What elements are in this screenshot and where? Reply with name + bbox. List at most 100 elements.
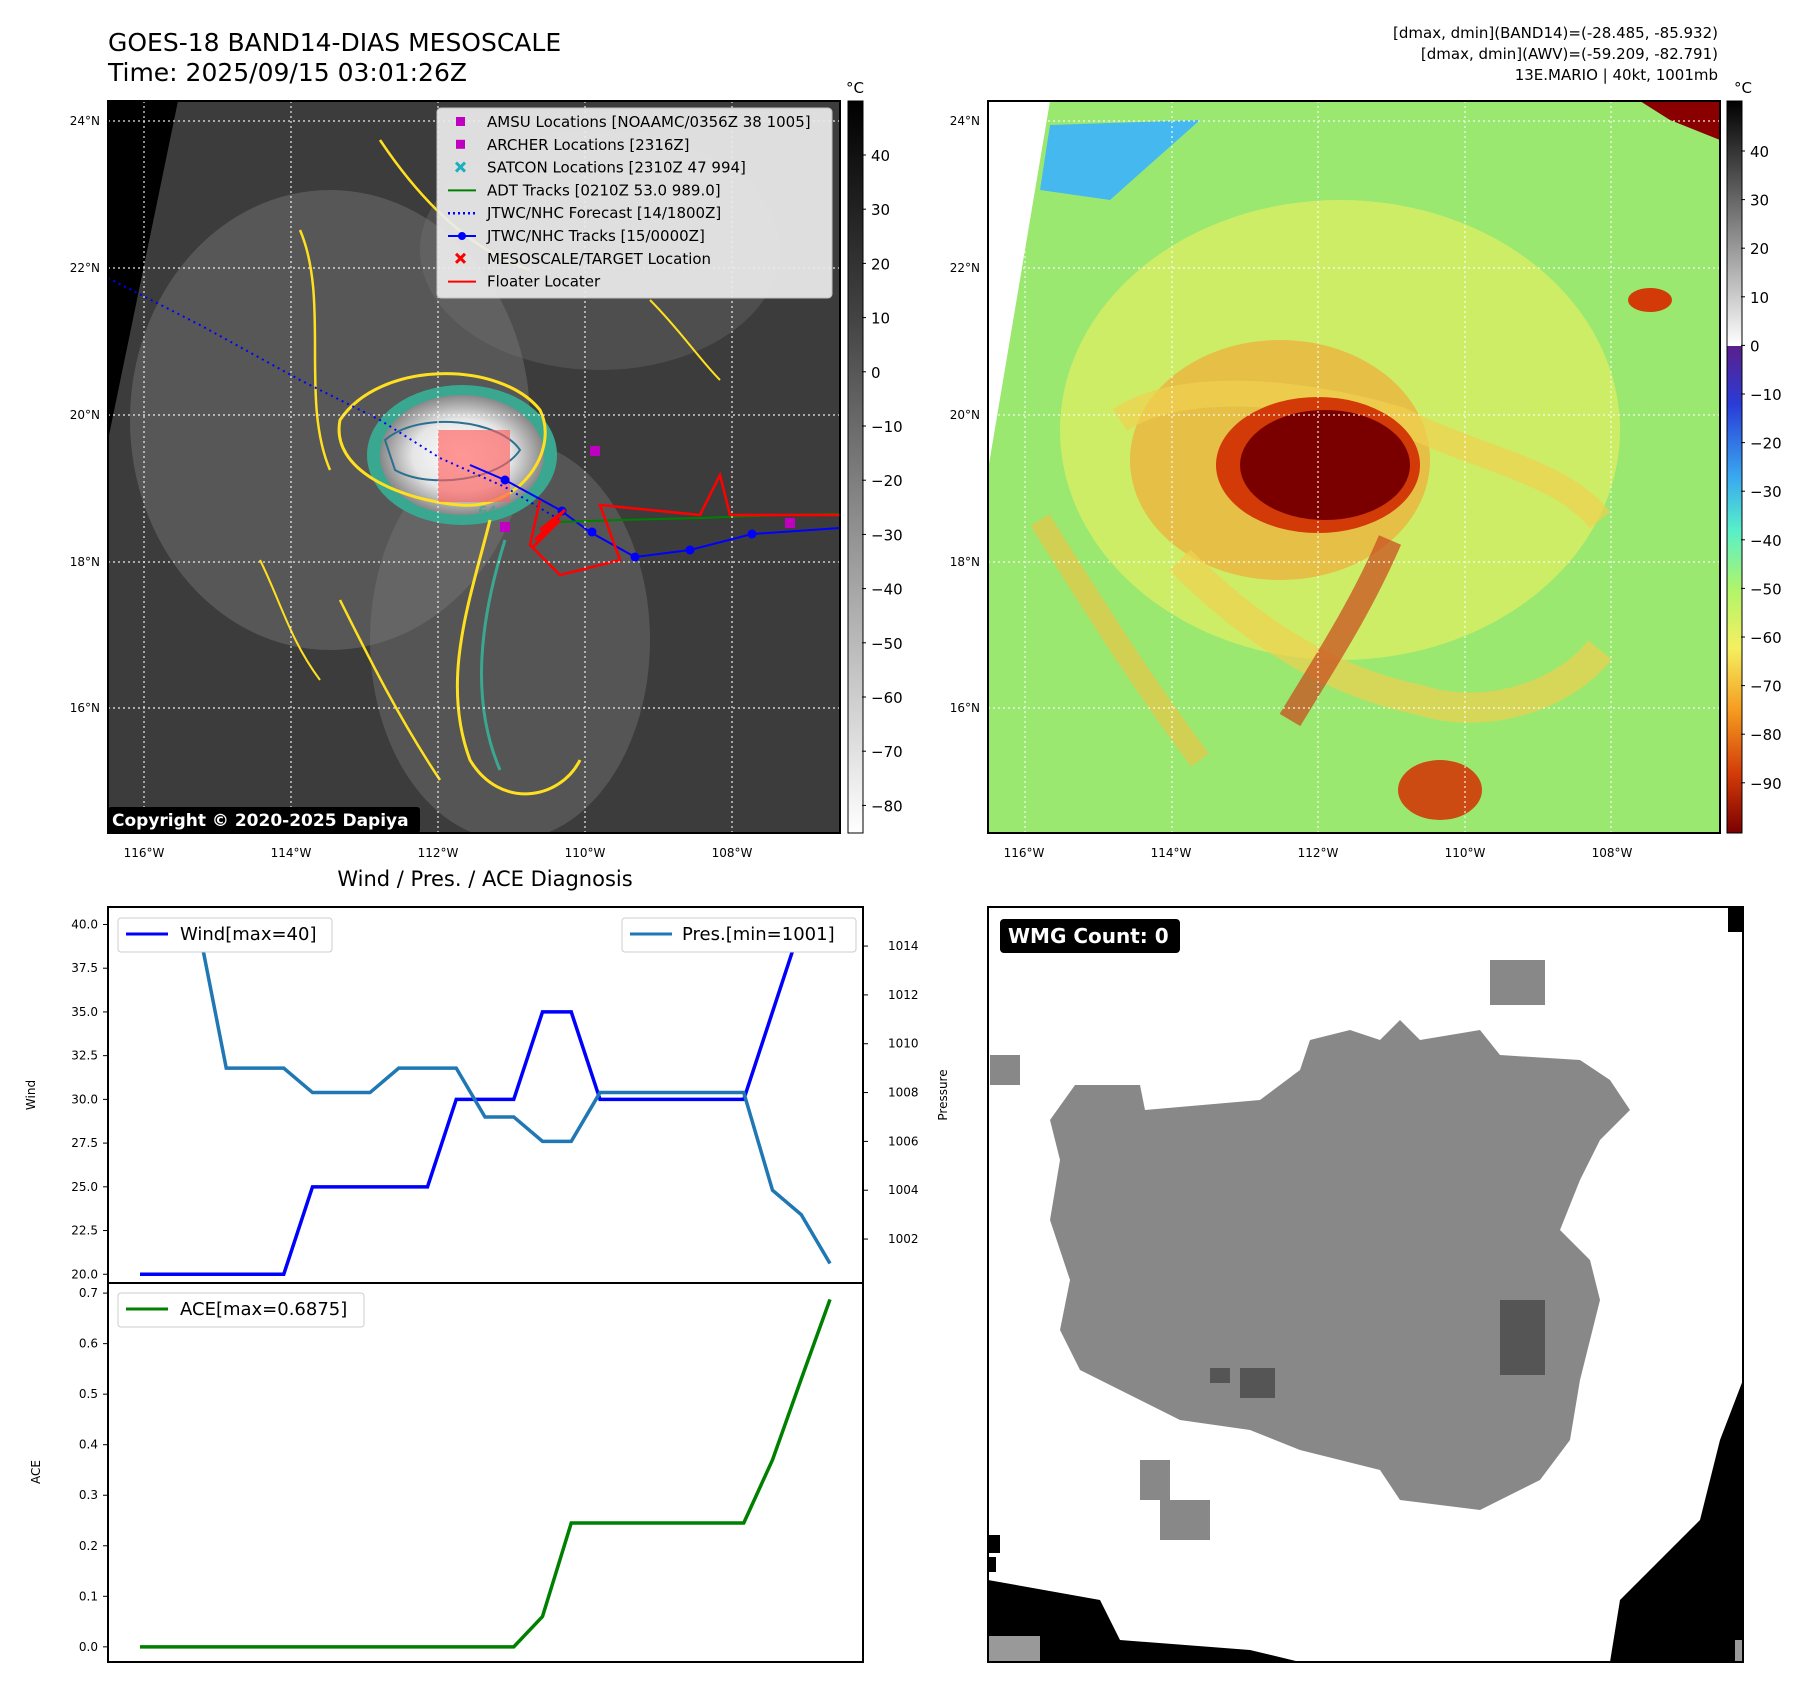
stat-band14: [dmax, dmin](BAND14)=(-28.485, -85.932): [1393, 24, 1718, 42]
wind-legend: Wind[max=40]: [180, 924, 317, 945]
wind-ytick-label: 40.0: [71, 917, 98, 931]
wind-ytick-label: 37.5: [71, 961, 98, 975]
pressure-ytick-label: 1006: [888, 1134, 919, 1148]
colorbar-left-label: −50: [871, 635, 903, 653]
colorbar-right-label: −20: [1750, 435, 1782, 453]
awv-map-panel: [988, 101, 1720, 833]
map-right-lon-label: 110°W: [1445, 846, 1486, 860]
legend-marker-square: [456, 117, 465, 126]
ace-ytick-label: 0.1: [79, 1589, 98, 1603]
colorbar-left-label: −70: [871, 743, 903, 761]
legend-label: AMSU Locations [NOAAMC/0356Z 38 1005]: [487, 113, 811, 131]
legend-marker-dot: [458, 232, 466, 240]
ace-ytick-label: 0.3: [79, 1488, 98, 1502]
colorbar-left-label: −10: [871, 418, 903, 436]
colorbar-left-label: 20: [871, 255, 890, 273]
wind-ytick-label: 25.0: [71, 1180, 98, 1194]
map-right-lat-label: 18°N: [950, 555, 980, 569]
map-right-lat-label: 22°N: [950, 261, 980, 275]
map-right-lat-label: 20°N: [950, 408, 980, 422]
colorbar-right-label: −70: [1750, 678, 1782, 696]
colorbar-left: °C 40 30 20 10 0 −10 −20 −30 −40 −50 −60 −70 −80: [846, 79, 903, 834]
map-right-lon-label: 114°W: [1151, 846, 1192, 860]
ace-ytick-label: 0.5: [79, 1387, 98, 1401]
wmg-count-text: WMG Count: 0: [1008, 924, 1169, 948]
colorbar-right-label: −30: [1750, 483, 1782, 501]
diagnosis-title: Wind / Pres. / ACE Diagnosis: [337, 867, 632, 891]
jtwc-track: [469, 464, 840, 559]
ace-line: [140, 1298, 832, 1649]
map-title: GOES-18 BAND14-DIAS MESOSCALE: [108, 28, 561, 57]
map-legend: AMSU Locations [NOAAMC/0356Z 38 1005] ARC…: [436, 107, 833, 299]
pressure-ytick-label: 1002: [888, 1232, 919, 1246]
contour-label: 64: [478, 503, 497, 521]
map-left-lat-label: 18°N: [70, 555, 100, 569]
map-right-lon-label: 116°W: [1004, 846, 1045, 860]
colorbar-left-label: 0: [871, 364, 881, 382]
legend-marker-square: [456, 139, 465, 149]
map-left-lat-label: 24°N: [70, 114, 100, 128]
wind-line: [140, 923, 803, 1277]
storm-info: 13E.MARIO | 40kt, 1001mb: [1515, 66, 1718, 84]
wmg-count-badge: [1000, 919, 1180, 953]
pressure-ytick-label: 1014: [888, 939, 919, 953]
colorbar-right-label: 0: [1750, 337, 1760, 355]
pressure-axis-label: Pressure: [936, 1069, 950, 1120]
ace-ytick-label: 0.4: [79, 1438, 98, 1452]
colorbar-right: °C 40 30 20 10 0 −10 −20 −30 −40 −50 −60 −70 −80 −90: [1726, 79, 1782, 834]
colorbar-right-label: −90: [1750, 775, 1782, 793]
map-left-lon-label: 114°W: [271, 846, 312, 860]
pressure-ytick-label: 1012: [888, 988, 919, 1002]
wind-ytick-label: 30.0: [71, 1092, 98, 1106]
colorbar-left-unit: °C: [846, 79, 864, 97]
pressure-line: [140, 919, 832, 1265]
map-left-lat-label: 20°N: [70, 408, 100, 422]
wind-axis-label: Wind: [24, 1080, 38, 1110]
map-time: Time: 2025/09/15 03:01:26Z: [107, 58, 467, 87]
colorbar-right-label: 40: [1750, 143, 1769, 161]
colorbar-right-unit: °C: [1734, 79, 1752, 97]
colorbar-right-label: 20: [1750, 240, 1769, 258]
ace-ytick-label: 0.0: [79, 1640, 98, 1654]
floater-locater: [528, 471, 840, 577]
ace-axis-label: ACE: [29, 1460, 43, 1484]
colorbar-left-label: 10: [871, 310, 890, 328]
pressure-legend: Pres.[min=1001]: [682, 924, 835, 945]
colorbar-left-label: 30: [871, 201, 890, 219]
legend-label: JTWC/NHC Forecast [14/1800Z]: [486, 204, 721, 222]
wind-ytick-label: 22.5: [71, 1224, 98, 1238]
map-left-lat-label: 16°N: [70, 701, 100, 715]
wmg-cloud-mass: [1050, 1020, 1630, 1510]
colorbar-right-label: −80: [1750, 726, 1782, 744]
colorbar-left-label: −80: [871, 797, 903, 815]
map-right-lat-label: 24°N: [950, 114, 980, 128]
wind-ytick-label: 32.5: [71, 1049, 98, 1063]
colorbar-left-label: −40: [871, 581, 903, 599]
legend-marker-x: [454, 161, 467, 173]
wind-pressure-chart: 20.0 22.5 25.0 27.5 30.0 32.5 35.0 37.5 40.0 1002…: [24, 906, 950, 1284]
map-left-lon-label: 108°W: [712, 846, 753, 860]
legend-label: JTWC/NHC Tracks [15/0000Z]: [486, 227, 705, 245]
wind-ytick-label: 20.0: [71, 1267, 98, 1281]
map-right-lon-label: 108°W: [1592, 846, 1633, 860]
colorbar-left-label: −30: [871, 526, 903, 544]
wind-ytick-label: 35.0: [71, 1005, 98, 1019]
pressure-ytick-label: 1004: [888, 1183, 919, 1197]
colorbar-left-label: −60: [871, 689, 903, 707]
legend-marker-x: [454, 252, 467, 264]
colorbar-right-label: −60: [1750, 629, 1782, 647]
ace-ytick-label: 0.2: [79, 1539, 98, 1553]
pressure-ytick-label: 1008: [888, 1086, 919, 1100]
map-left-lon-label: 112°W: [418, 846, 459, 860]
map-left-lat-label: 22°N: [70, 261, 100, 275]
colorbar-left-label: 40: [871, 147, 890, 165]
legend-label: MESOSCALE/TARGET Location: [487, 250, 711, 268]
map-left-lon-label: 110°W: [565, 846, 606, 860]
colorbar-right-label: −50: [1750, 580, 1782, 598]
map-right-lon-label: 112°W: [1298, 846, 1339, 860]
ace-ytick-label: 0.7: [79, 1286, 98, 1300]
map-left-lon-label: 116°W: [124, 846, 165, 860]
copyright-text: Copyright © 2020-2025 Dapiya: [112, 811, 409, 831]
colorbar-left-label: −20: [871, 472, 903, 490]
